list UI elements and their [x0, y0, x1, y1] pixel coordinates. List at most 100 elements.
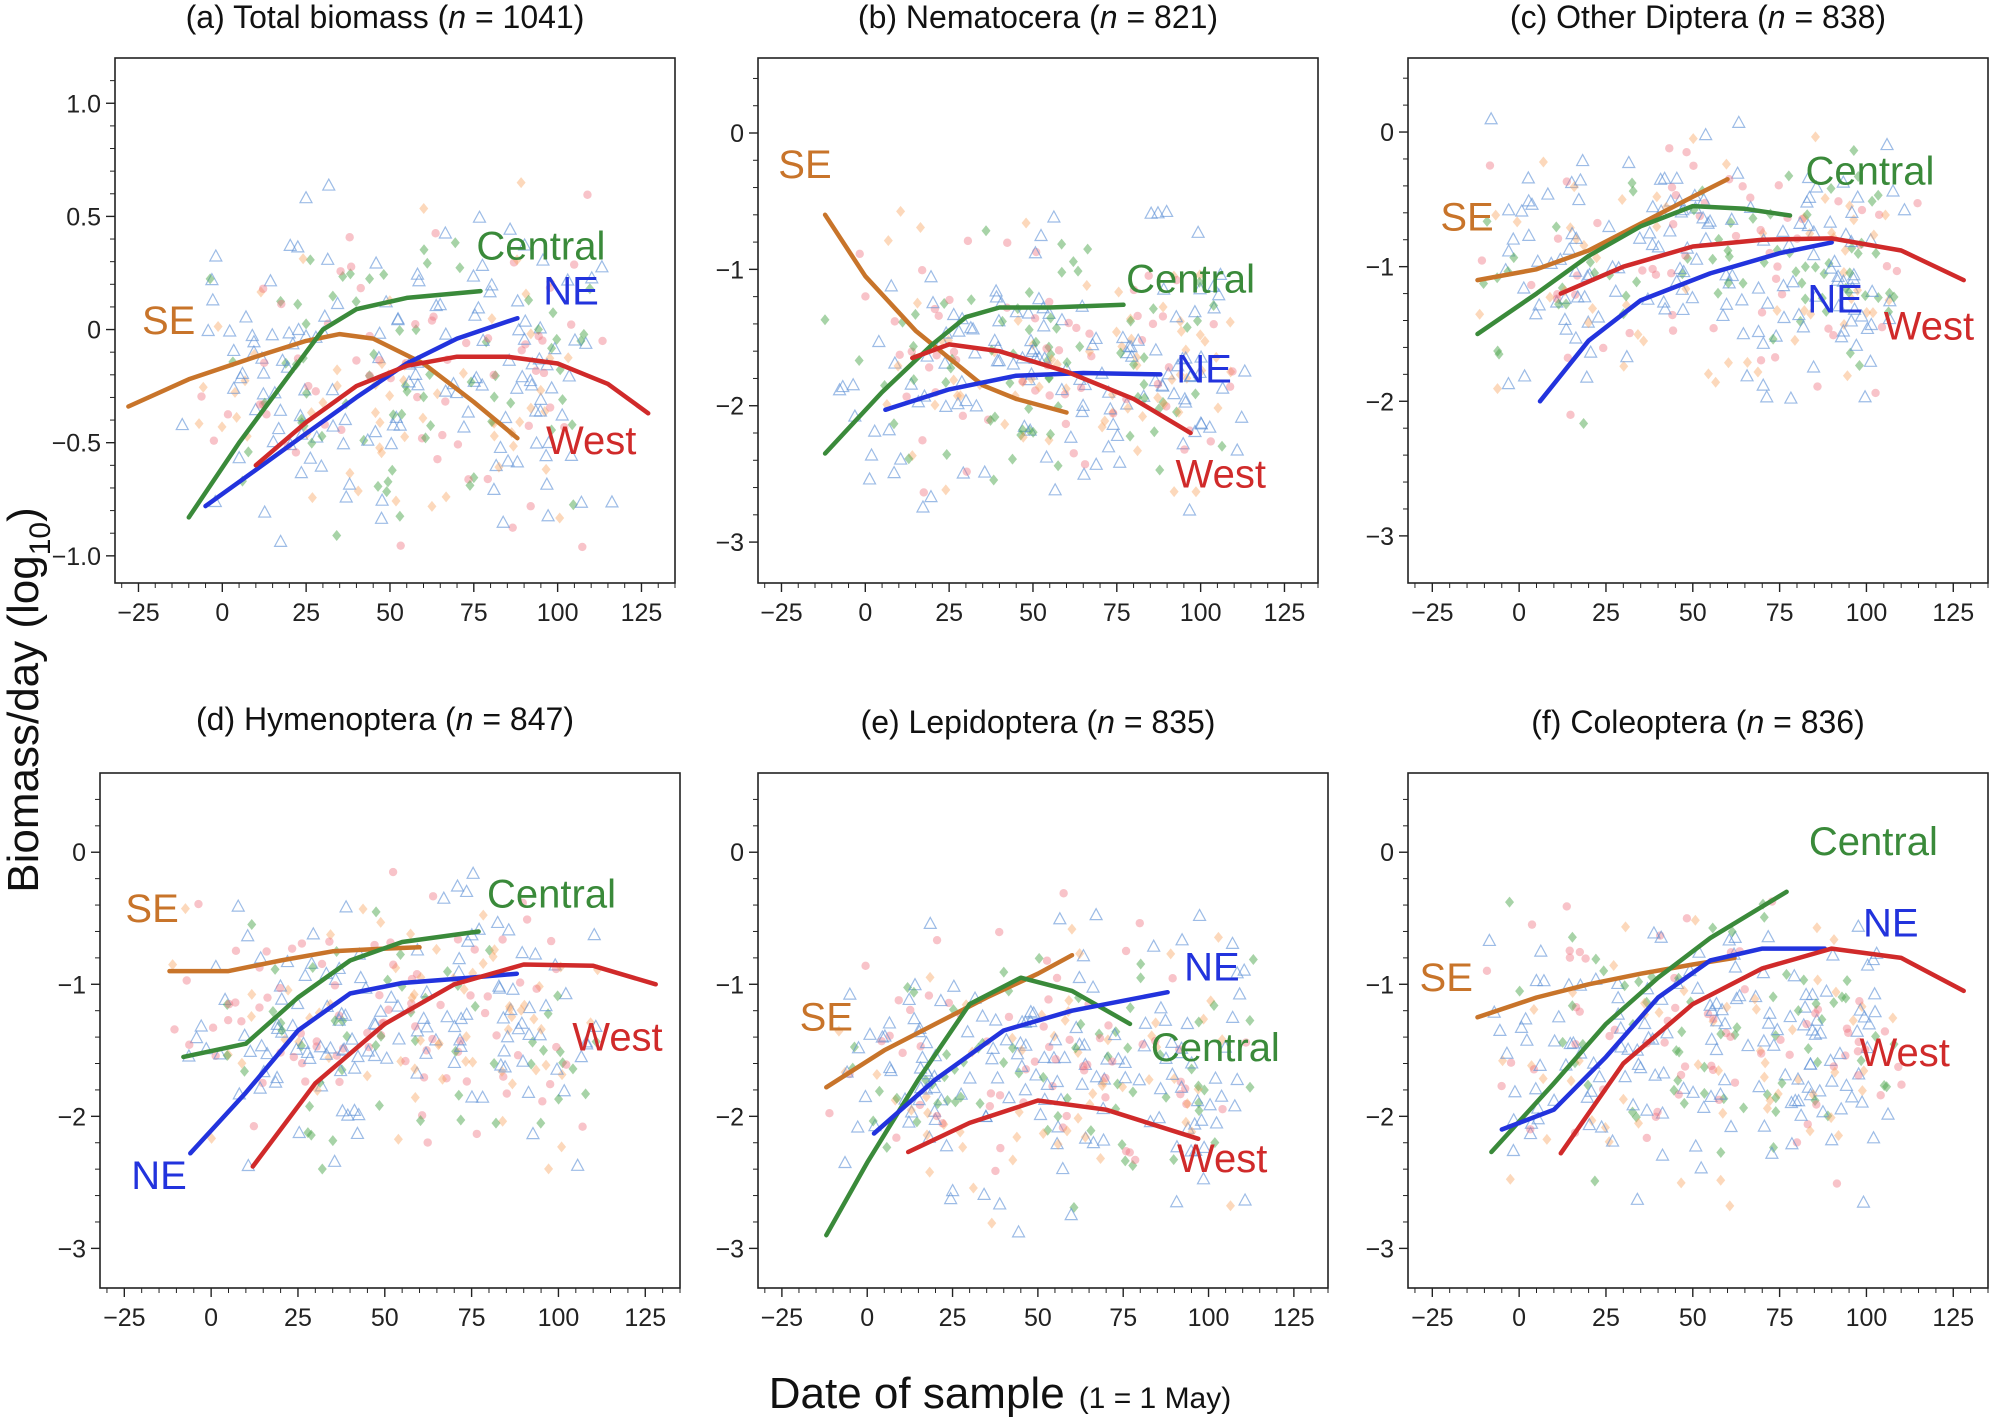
data-point — [1713, 287, 1723, 299]
data-point — [1192, 365, 1208, 379]
data-point — [273, 403, 288, 416]
data-point — [1570, 289, 1585, 303]
data-point — [924, 269, 939, 283]
data-point — [917, 265, 927, 275]
data-point — [1791, 1093, 1806, 1107]
data-point — [949, 347, 959, 357]
data-point — [1076, 383, 1086, 393]
data-point — [515, 978, 525, 987]
data-point — [1658, 301, 1673, 315]
scatter-points — [825, 889, 1258, 1238]
data-point — [1756, 1049, 1766, 1058]
data-point — [1669, 170, 1684, 184]
data-point — [1894, 1062, 1903, 1072]
data-point — [327, 1154, 342, 1167]
data-point — [1654, 929, 1669, 943]
data-point — [231, 946, 241, 956]
data-point — [518, 898, 527, 908]
data-point — [1194, 1105, 1204, 1117]
data-point — [1651, 1112, 1661, 1121]
data-point — [545, 403, 555, 412]
data-point — [1180, 1016, 1195, 1030]
data-point — [950, 1096, 960, 1108]
data-point — [1553, 234, 1563, 243]
data-point — [1128, 1160, 1138, 1172]
data-point — [544, 1163, 554, 1175]
data-point — [470, 1000, 480, 1012]
series-line-central — [1475, 203, 1793, 337]
data-point — [1018, 1037, 1033, 1051]
data-point — [361, 1043, 376, 1057]
data-point — [1587, 1115, 1597, 1127]
data-point — [1696, 210, 1711, 224]
data-point — [283, 238, 298, 251]
series-line-se — [824, 952, 1075, 1090]
data-point — [1880, 1027, 1890, 1036]
panel-title-n: n — [1100, 0, 1118, 35]
data-point — [270, 1070, 285, 1084]
data-point — [1770, 1022, 1785, 1036]
data-point — [301, 318, 311, 330]
data-point — [1836, 274, 1851, 287]
data-point — [995, 1091, 1005, 1100]
data-point — [1069, 449, 1078, 458]
data-point — [390, 998, 405, 1012]
data-point — [1135, 918, 1144, 928]
data-point — [963, 236, 973, 246]
data-point — [280, 359, 295, 373]
data-point — [1741, 1038, 1756, 1052]
data-point — [1178, 394, 1193, 408]
data-point — [1631, 1057, 1646, 1071]
data-point — [1583, 344, 1598, 358]
data-point — [966, 294, 976, 306]
y-tick-label: −3 — [715, 529, 744, 557]
data-point — [1006, 356, 1021, 370]
region-label-west: West — [572, 1015, 662, 1059]
data-point — [932, 1111, 942, 1121]
data-point — [1577, 289, 1592, 303]
data-point — [1738, 182, 1747, 191]
data-point — [226, 381, 241, 394]
data-point — [932, 935, 942, 945]
data-point — [1089, 907, 1104, 921]
panel-title-count: = 847) — [473, 701, 574, 737]
data-point — [1194, 349, 1209, 363]
data-point — [1776, 1035, 1785, 1045]
data-point — [505, 982, 520, 995]
x-tick-label: 50 — [1679, 1304, 1707, 1332]
data-point — [838, 1155, 853, 1169]
panel-title: (a) Total biomass (n = 1041) — [186, 0, 585, 35]
data-point — [858, 1089, 873, 1103]
data-point — [1850, 1023, 1865, 1037]
data-point — [1155, 464, 1165, 476]
data-point — [276, 295, 286, 307]
data-point — [560, 272, 575, 286]
data-point — [1053, 1110, 1063, 1122]
panel-title: (f) Coleoptera (n = 836) — [1531, 704, 1865, 740]
x-tick-label: 75 — [460, 599, 488, 627]
data-point — [1124, 348, 1139, 362]
data-point — [247, 918, 257, 930]
data-point — [1125, 1002, 1135, 1014]
data-point — [1827, 227, 1837, 239]
data-point — [1867, 195, 1877, 207]
data-point — [1245, 1014, 1255, 1026]
data-point — [1200, 335, 1210, 347]
data-point — [1851, 918, 1866, 932]
data-point — [1112, 326, 1122, 338]
data-point — [963, 320, 978, 334]
data-point — [507, 1078, 517, 1090]
data-point — [342, 476, 357, 490]
data-point — [1613, 1020, 1628, 1034]
data-point — [412, 969, 422, 979]
data-point — [1193, 315, 1203, 327]
data-point — [1579, 369, 1594, 383]
data-point — [541, 508, 556, 522]
data-point — [1538, 1073, 1548, 1085]
data-point — [1844, 205, 1859, 218]
x-tick-label: 125 — [1273, 1304, 1315, 1332]
data-point — [1061, 383, 1071, 395]
data-point — [1645, 237, 1660, 251]
data-point — [1028, 426, 1038, 438]
data-point — [1638, 266, 1647, 275]
